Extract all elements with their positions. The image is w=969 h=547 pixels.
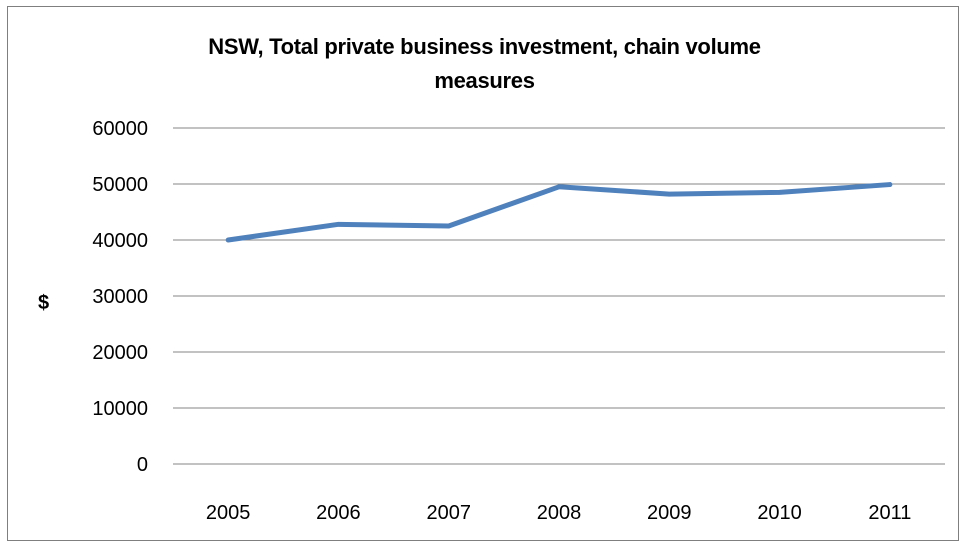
y-tick-label: 20000 (92, 342, 148, 364)
x-tick-label: 2008 (537, 502, 582, 524)
y-tick-label: 60000 (92, 118, 148, 140)
chart-title-line-2: measures (434, 68, 535, 93)
x-tick-label: 2009 (647, 502, 692, 524)
x-tick-labels: 2005 2006 2007 2008 2009 2010 2011 (206, 502, 911, 524)
y-tick-labels: 0 10000 20000 30000 40000 50000 60000 (92, 118, 148, 476)
x-tick-label: 2007 (426, 502, 471, 524)
x-tick-label: 2010 (757, 502, 802, 524)
chart-title-line-1: NSW, Total private business investment, … (208, 34, 761, 59)
y-tick-label: 50000 (92, 174, 148, 196)
y-tick-label: 30000 (92, 286, 148, 308)
y-tick-label: 40000 (92, 230, 148, 252)
y-tick-label: 0 (137, 454, 148, 476)
chart-frame (7, 6, 959, 541)
series-line-0 (225, 182, 893, 243)
gridlines (173, 127, 945, 465)
x-tick-label: 2005 (206, 502, 251, 524)
y-axis-label: $ (38, 292, 50, 314)
x-tick-label: 2011 (868, 502, 911, 524)
x-tick-label: 2006 (316, 502, 361, 524)
series-layer (225, 182, 893, 243)
y-tick-label: 10000 (92, 398, 148, 420)
chart-title: NSW, Total private business investment, … (0, 30, 969, 98)
